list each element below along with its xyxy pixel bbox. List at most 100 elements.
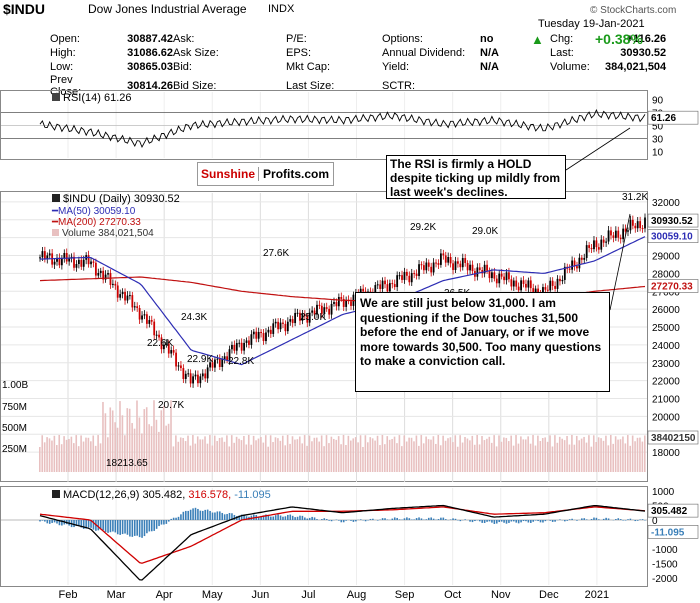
- volume-bar: [452, 442, 454, 472]
- quote-field-value: N/A: [480, 47, 499, 59]
- macd-hist-bar: [163, 520, 165, 525]
- price-bar-body: [316, 304, 318, 315]
- volume-bar: [133, 428, 136, 472]
- quote-table: Open: 30887.42 Ask: P/E: Options: no Chg: +116.…: [50, 32, 700, 98]
- volume-bar: [150, 426, 153, 472]
- volume-bar: [116, 427, 119, 472]
- macd-axis-label: 1000: [652, 487, 675, 498]
- last-price-tag: 30930.52: [651, 216, 693, 227]
- macd-hist-bar: [486, 520, 488, 522]
- price-bar-body: [126, 295, 129, 301]
- quote-row: Open: 30887.42 Ask: P/E: Options: no Chg: +116.…: [50, 32, 666, 46]
- volume-bar: [155, 419, 158, 472]
- volume-bar: [422, 443, 425, 472]
- price-bar-body: [77, 259, 80, 265]
- price-annotation: 22.9K: [187, 354, 213, 365]
- macd-hist-bar: [141, 520, 143, 538]
- macd-hist-bar: [420, 518, 423, 520]
- ma50-tag-box: [647, 229, 699, 243]
- volume-bar: [498, 435, 500, 472]
- volume-bar: [575, 435, 578, 472]
- price-bar-body: [413, 273, 416, 275]
- price-axis-label: 23000: [652, 359, 680, 370]
- price-bar-body: [403, 271, 406, 280]
- volume-bar: [459, 435, 461, 472]
- price-bar-body: [228, 349, 231, 361]
- volume-bar: [148, 424, 150, 472]
- macd-hist-bar: [449, 519, 452, 520]
- macd-hist-bar: [121, 520, 124, 535]
- volume-bar: [80, 435, 82, 472]
- macd-hist-bar: [284, 516, 287, 520]
- price-bar-body: [233, 344, 236, 351]
- rsi-axis-label: 90: [652, 96, 664, 107]
- volume-bar: [401, 446, 403, 472]
- price-bar-body: [252, 331, 255, 335]
- macd-hist-bar: [90, 520, 92, 528]
- price-bar-body: [257, 331, 260, 339]
- macd-hist-bar: [464, 519, 467, 520]
- rsi-panel-frame: [0, 90, 648, 160]
- volume-axis-label: 750M: [2, 402, 27, 413]
- macd-hist-bar: [585, 519, 588, 520]
- macd-axis-label: -1000: [652, 545, 678, 556]
- price-bar-body: [197, 374, 199, 384]
- price-bar-body: [335, 302, 338, 307]
- macd-hist-bar: [520, 520, 522, 523]
- price-bar-body: [508, 272, 510, 280]
- macd-hist-bar: [73, 520, 75, 528]
- volume-bar: [323, 446, 325, 472]
- price-bar-body: [505, 272, 508, 281]
- macd-hist-bar: [532, 520, 535, 522]
- volume-bar: [340, 444, 342, 472]
- volume-label: Volume 384,021,504: [52, 227, 154, 240]
- price-bar-body: [284, 323, 287, 332]
- price-bar-body: [330, 303, 333, 315]
- price-bar-body: [401, 275, 403, 280]
- price-bar-body: [289, 319, 292, 322]
- price-bar-body: [476, 267, 479, 277]
- volume-bar: [194, 443, 197, 472]
- price-bar-body: [328, 308, 331, 315]
- macd-hist-bar: [498, 520, 501, 523]
- macd-hist-bar: [304, 517, 306, 520]
- macd-hist-bar: [46, 520, 49, 524]
- macd-hist-bar: [265, 514, 267, 520]
- volume-bar: [350, 440, 352, 472]
- price-bar-body: [422, 265, 425, 271]
- price-bar-body: [248, 340, 250, 345]
- price-bars: [39, 213, 646, 388]
- price-bar-body: [522, 280, 525, 284]
- macd-hist-bar: [180, 514, 182, 520]
- x-axis-label: Sep: [395, 589, 415, 601]
- volume-bar: [92, 435, 95, 472]
- volume-bar: [90, 441, 92, 472]
- price-bar-body: [483, 264, 486, 274]
- price-bar-body: [75, 264, 78, 268]
- volume-bar: [272, 442, 274, 472]
- volume-bar: [65, 439, 68, 472]
- volume-bar: [449, 437, 452, 472]
- macd-hist-bar: [544, 520, 547, 522]
- price-bar-body: [133, 306, 136, 308]
- price-bar-body: [568, 268, 571, 270]
- volume-bar: [153, 400, 155, 472]
- macd-hist-bar: [442, 517, 445, 520]
- volume-bar: [216, 441, 218, 472]
- volume-bar: [99, 443, 102, 472]
- macd-hist-bar: [595, 517, 598, 520]
- volume-bar: [111, 410, 114, 472]
- macd-hist-bar: [85, 520, 87, 529]
- macd-hist-bar: [607, 518, 610, 520]
- volume-bar: [128, 408, 131, 472]
- volume-bar: [554, 435, 556, 472]
- volume-bar: [230, 435, 233, 472]
- macd-hist-bar: [340, 520, 343, 523]
- price-annotation: 27.6K: [263, 248, 289, 259]
- price-bar-body: [291, 319, 294, 324]
- macd-hist-bar: [44, 520, 46, 522]
- volume-bar: [250, 444, 252, 472]
- price-bar-body: [187, 373, 190, 375]
- volume-bar: [167, 423, 170, 472]
- macd-hist-tag: -11.095: [651, 527, 685, 538]
